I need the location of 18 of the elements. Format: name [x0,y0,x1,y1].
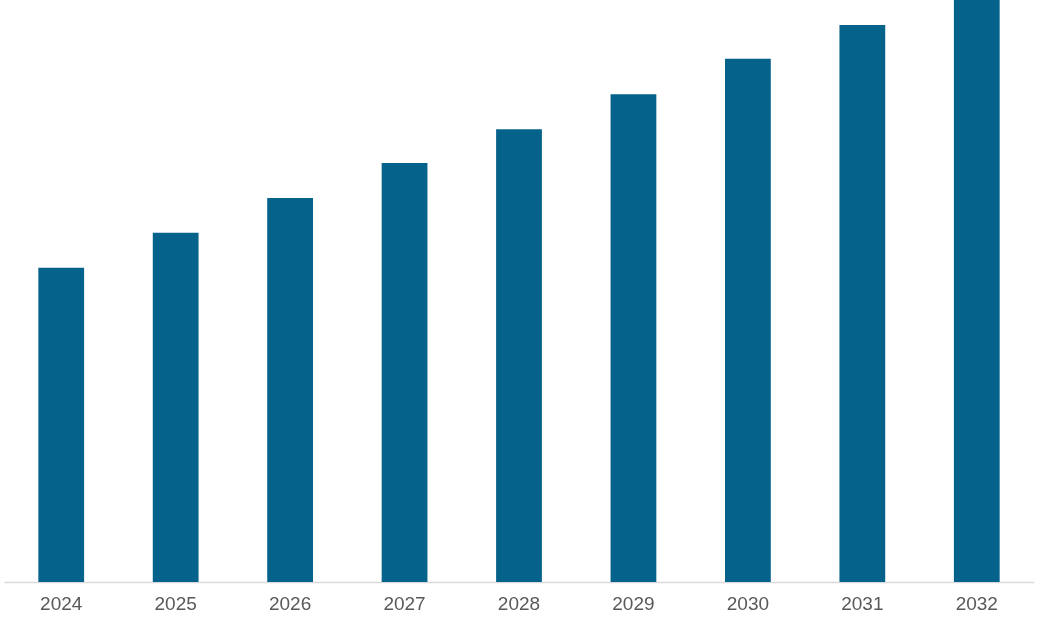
x-tick-label: 2024 [40,592,83,614]
bar [953,0,1000,582]
bar [839,25,886,582]
bar [496,129,542,582]
x-tick-label: 2031 [841,592,884,614]
x-tick-label: 2030 [726,592,770,614]
bar [152,232,199,582]
bar [267,197,313,582]
bar [725,58,771,582]
bar [381,162,428,582]
bar [610,94,657,582]
x-tick-label: 2032 [955,592,998,614]
x-tick-label: 2029 [612,592,655,614]
x-tick-label: 2027 [383,592,426,614]
x-tick-label: 2025 [154,592,197,614]
bar [38,267,85,582]
x-tick-label: 2026 [268,592,312,614]
x-tick-label: 2028 [497,592,541,614]
